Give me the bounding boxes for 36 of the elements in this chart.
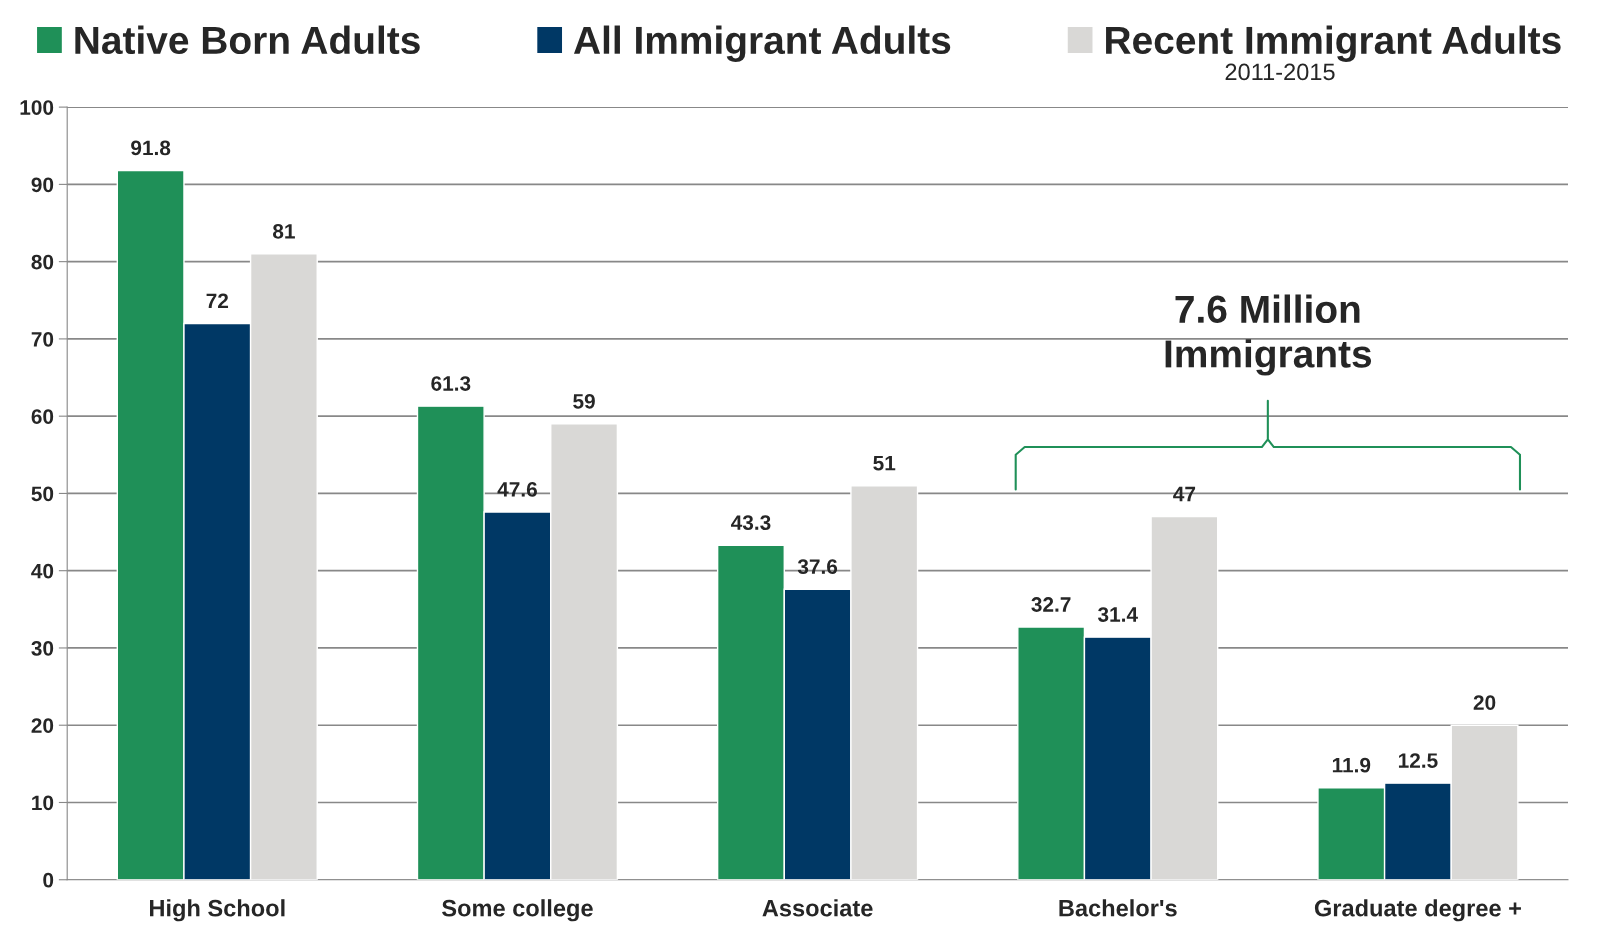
data-label: 61.3	[431, 376, 471, 391]
legend-label: Native Born Adults	[75, 25, 420, 55]
y-tick-label: 10	[32, 795, 54, 811]
data-label: 12.5	[1398, 753, 1438, 768]
annotation: 7.6 Million Immigrants	[1165, 294, 1372, 376]
text: 2011-2015	[1225, 63, 1335, 81]
y-tick-label: 80	[31, 254, 54, 270]
data-label: 72	[206, 293, 229, 309]
data-label: 59	[573, 393, 595, 409]
x-tick-label: Some college	[442, 899, 593, 922]
y-tick-label: 90	[31, 177, 54, 193]
data-label: 51	[873, 455, 896, 471]
data-label: 37.6	[797, 559, 838, 575]
y-tick-label: 100	[20, 100, 54, 115]
x-tick-label: Bachelor's	[1059, 899, 1177, 917]
data-label: 20	[1473, 695, 1496, 710]
legend-label: Recent Immigrant Adults	[1106, 25, 1561, 62]
y-tick-label: 40	[31, 563, 54, 579]
legend-label: All Immigrant Adults	[573, 25, 951, 62]
data-label: 47	[1173, 486, 1196, 502]
data-label: 11.9	[1332, 757, 1371, 773]
x-tick-label: Associate	[762, 899, 873, 917]
data-label: 91.8	[131, 140, 171, 156]
data-label: 47.6	[497, 482, 537, 497]
data-label: 81	[272, 223, 295, 239]
y-tick-label: 70	[31, 331, 54, 347]
data-label: 32.7	[1031, 597, 1071, 612]
y-tick-label: 0	[43, 872, 54, 888]
x-tick-label: High School	[150, 899, 285, 922]
x-tick-label: Graduate degree +	[1314, 899, 1521, 922]
y-tick-label: 30	[31, 640, 54, 656]
y-tick-label: 50	[31, 486, 54, 502]
data-label: 31.4	[1097, 607, 1138, 622]
data-label: 43.3	[731, 515, 771, 530]
y-tick-label: 60	[31, 409, 54, 424]
y-tick-label: 20	[31, 718, 54, 733]
